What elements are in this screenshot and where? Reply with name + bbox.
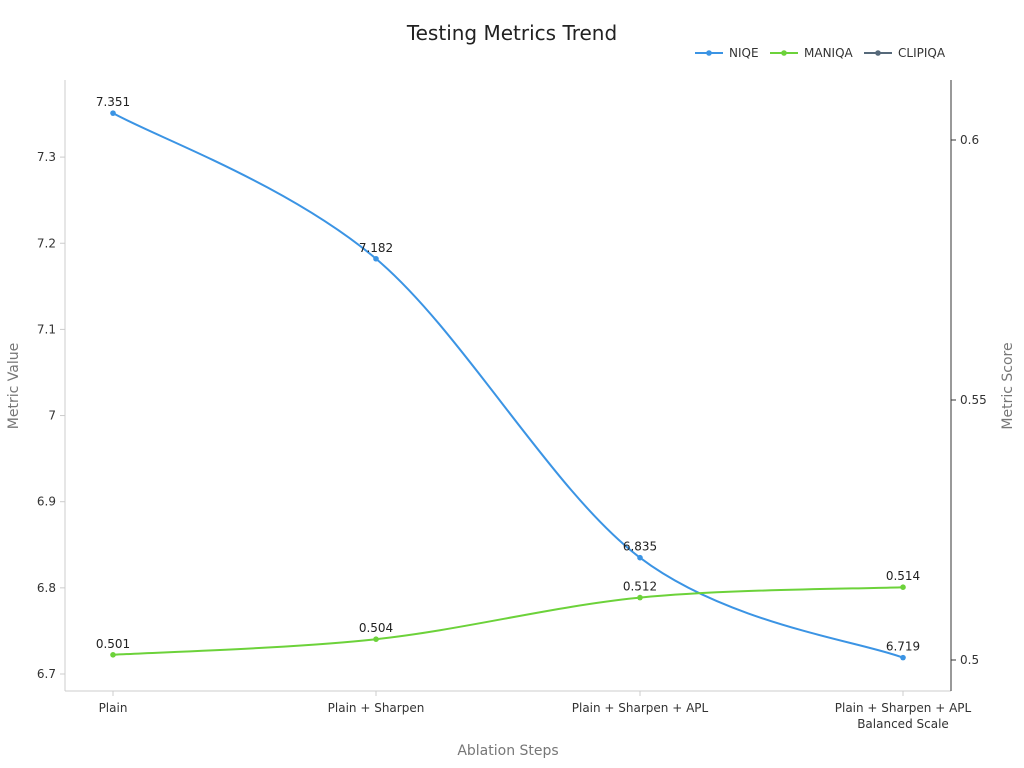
y-right-tick-label: 0.55 <box>960 393 987 407</box>
series-layer <box>110 110 906 661</box>
x-tick-label-line: Plain <box>99 701 128 715</box>
maniqa-legend-label: MANIQA <box>804 46 854 60</box>
y-right-tick-label: 0.5 <box>960 653 979 667</box>
chart-title: Testing Metrics Trend <box>406 21 617 45</box>
x-tick-label-line: Plain + Sharpen + APL <box>572 701 709 715</box>
niqe-data-label: 7.351 <box>96 95 130 109</box>
niqe-point <box>637 554 643 561</box>
x-tick-label: Plain + Sharpen + APL Balanced Scale <box>835 701 972 731</box>
maniqa-point <box>900 584 906 590</box>
axes: 6.76.86.977.17.27.30.50.550.60.650.7Plai… <box>37 80 987 731</box>
x-axis-title: Ablation Steps <box>457 743 558 759</box>
y-axis-right-title: Metric Score <box>1000 342 1016 429</box>
y-left-tick-label: 6.9 <box>37 495 56 509</box>
niqe-point <box>900 654 906 661</box>
x-tick-label: Plain + Sharpen <box>328 701 425 715</box>
niqe-data-label: 6.719 <box>886 640 920 654</box>
niqe-data-label: 6.835 <box>623 540 657 554</box>
niqe-line <box>112 112 904 659</box>
x-tick-label: Plain + Sharpen + APL <box>572 701 709 715</box>
x-tick-label-line: Plain + Sharpen + APL <box>835 701 972 715</box>
maniqa-line <box>112 586 904 656</box>
maniqa-data-label: 0.512 <box>623 580 657 594</box>
x-tick-label-line: Balanced Scale <box>857 717 949 731</box>
niqe-data-label: 7.182 <box>359 241 393 255</box>
clipiqa-legend-marker <box>875 50 881 56</box>
niqe-legend-marker <box>706 50 712 56</box>
y-axis-left-title: Metric Value <box>6 343 22 429</box>
maniqa-data-label: 0.501 <box>96 637 130 651</box>
y-right-tick-label: 0.6 <box>960 133 979 147</box>
maniqa-point <box>110 652 116 658</box>
y-left-tick-label: 6.7 <box>37 667 56 681</box>
legend: NIQE MANIQA CLIPIQA <box>695 46 946 60</box>
y-left-tick-label: 6.8 <box>37 581 56 595</box>
maniqa-point <box>637 594 643 601</box>
y-left-tick-label: 7.1 <box>37 322 56 336</box>
x-tick-label: Plain <box>99 701 128 715</box>
y-left-tick-label: 7.2 <box>37 236 56 250</box>
maniqa-point <box>373 636 379 642</box>
data-labels: 7.351 7.182 6.835 6.719 0.501 0.504 0.512 0.514… <box>96 95 920 654</box>
niqe-point <box>373 255 379 262</box>
maniqa-data-label: 0.504 <box>359 621 393 635</box>
maniqa-data-label: 0.514 <box>886 569 920 583</box>
maniqa-legend-marker <box>781 50 787 56</box>
y-left-tick-label: 7.3 <box>37 150 56 164</box>
clipiqa-legend-label: CLIPIQA <box>898 46 946 60</box>
x-tick-label-line: Plain + Sharpen <box>328 701 425 715</box>
niqe-point <box>110 110 116 116</box>
niqe-legend-label: NIQE <box>729 46 759 60</box>
y-left-tick-label: 7 <box>48 409 56 423</box>
